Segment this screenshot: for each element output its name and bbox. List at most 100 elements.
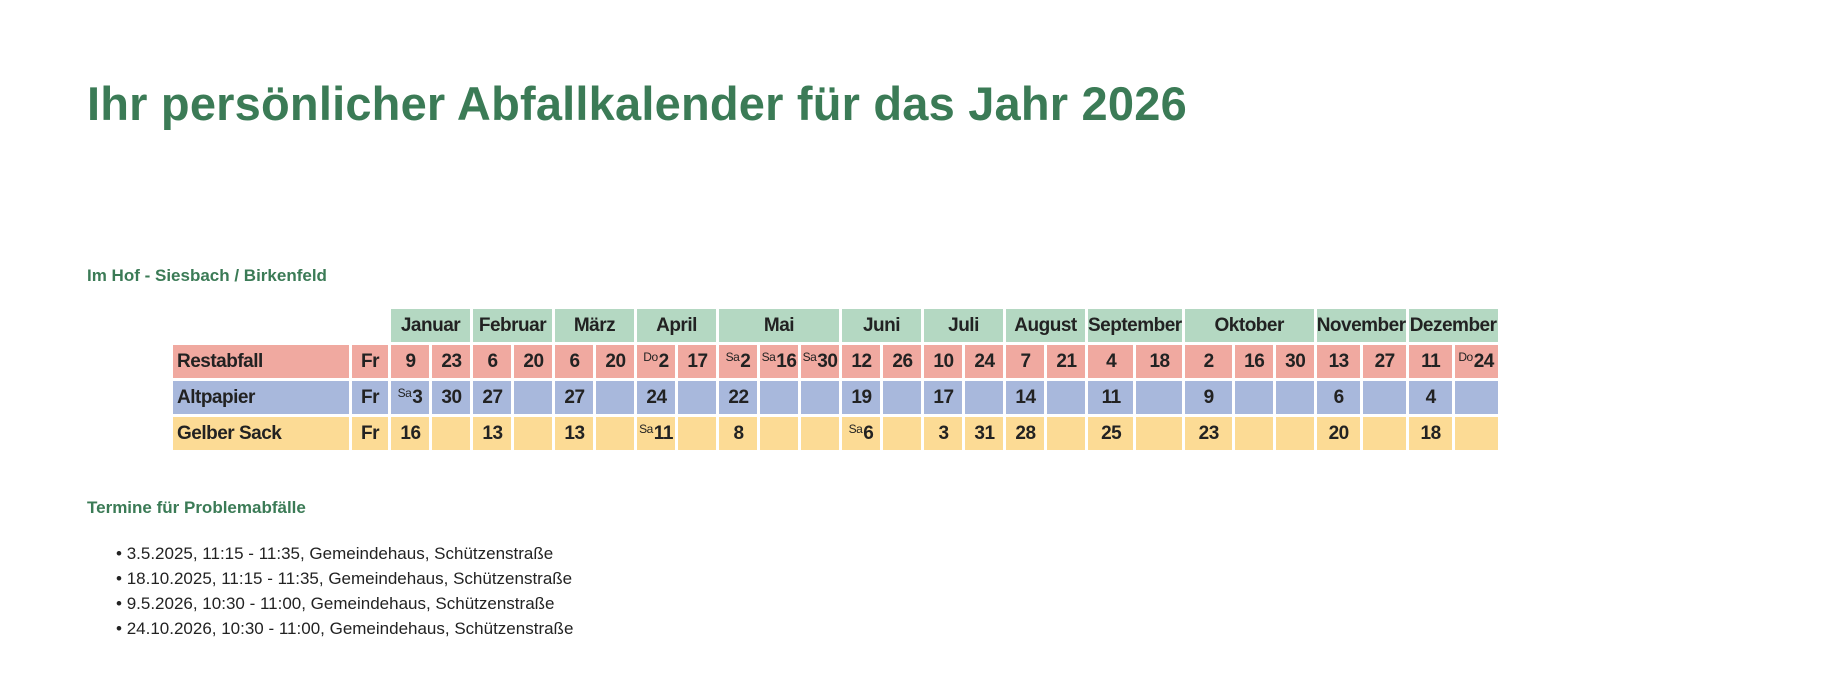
pickup-date-cell: 13 <box>1316 345 1360 378</box>
weekday-cell: Fr <box>352 345 388 378</box>
pickup-day: 24 <box>1473 351 1495 372</box>
pickup-date-cell <box>1275 381 1314 414</box>
month-header: März <box>555 309 634 342</box>
pickup-day: 19 <box>851 387 872 408</box>
pickup-date-cell: Sa6 <box>842 417 880 450</box>
pickup-day: 30 <box>441 387 462 408</box>
pickup-day: 27 <box>482 387 503 408</box>
waste-calendar-table: Januar Februar März April Mai Juni Juli August S… <box>170 306 1501 453</box>
pickup-day: 23 <box>441 351 462 372</box>
empty-cell <box>173 309 349 342</box>
waste-type-label: Restabfall <box>173 345 349 378</box>
pickup-date-cell <box>883 381 921 414</box>
pickup-date-cell <box>760 417 798 450</box>
month-header: August <box>1006 309 1085 342</box>
pickup-day: 13 <box>564 423 585 444</box>
pickup-date-cell <box>1136 381 1182 414</box>
pickup-date-cell: Do2 <box>637 345 675 378</box>
waste-type-label: Altpapier <box>173 381 349 414</box>
pickup-date-cell: 18 <box>1136 345 1182 378</box>
pickup-day: 6 <box>863 423 874 444</box>
pickup-day: 11 <box>1101 387 1122 408</box>
pickup-date-cell: 6 <box>473 345 511 378</box>
waste-type-label: Gelber Sack <box>173 417 349 450</box>
pickup-date-cell: 23 <box>432 345 470 378</box>
pickup-day: 24 <box>974 351 995 372</box>
pickup-day: 18 <box>1420 423 1442 444</box>
pickup-date-cell: 30 <box>432 381 470 414</box>
pickup-day: 16 <box>400 423 421 444</box>
pickup-day: 3 <box>938 423 949 444</box>
pickup-day: 30 <box>1285 351 1306 372</box>
weekday-note: Sa <box>639 422 653 436</box>
pickup-day: 4 <box>1425 387 1437 408</box>
pickup-day: 8 <box>733 423 744 444</box>
pickup-day: 27 <box>1374 351 1396 372</box>
pickup-day: 9 <box>1203 387 1215 408</box>
pickup-date-cell: 19 <box>842 381 880 414</box>
pickup-date-cell: 3 <box>924 417 962 450</box>
pickup-date-cell: 4 <box>1408 381 1452 414</box>
pickup-date-cell: 14 <box>1006 381 1044 414</box>
pickup-date-cell <box>678 381 716 414</box>
pickup-date-cell: Sa2 <box>719 345 757 378</box>
pickup-date-cell <box>514 381 552 414</box>
weekday-note: Sa <box>802 350 817 364</box>
problem-date-item: 3.5.2025, 11:15 - 11:35, Gemeindehaus, S… <box>116 541 573 566</box>
pickup-date-cell <box>514 417 552 450</box>
pickup-date-cell <box>1362 381 1406 414</box>
pickup-date-cell: 17 <box>678 345 716 378</box>
pickup-date-cell: 11 <box>1088 381 1134 414</box>
pickup-date-cell: 9 <box>1184 381 1232 414</box>
pickup-day: 28 <box>1015 423 1036 444</box>
pickup-date-cell: 24 <box>637 381 675 414</box>
pickup-date-cell: 17 <box>924 381 962 414</box>
pickup-date-cell <box>1234 417 1273 450</box>
month-header: Februar <box>473 309 552 342</box>
waste-type-row: Altpapier Fr Sa3 30 27 27 24 22 19 17 14 11 9 6 4 <box>173 381 1498 414</box>
month-header: Juli <box>924 309 1003 342</box>
pickup-date-cell: 27 <box>555 381 593 414</box>
pickup-day: 2 <box>740 351 751 372</box>
pickup-date-cell <box>1362 417 1406 450</box>
problem-date-item: 18.10.2025, 11:15 - 11:35, Gemeindehaus,… <box>116 566 573 591</box>
weekday-note: Sa <box>848 422 863 436</box>
pickup-date-cell: 24 <box>965 345 1003 378</box>
weekday-note: Sa <box>397 386 412 400</box>
pickup-date-cell: 25 <box>1088 417 1134 450</box>
month-header: September <box>1088 309 1182 342</box>
pickup-day: 20 <box>523 351 544 372</box>
pickup-day: 7 <box>1020 351 1031 372</box>
pickup-day: 31 <box>974 423 995 444</box>
pickup-date-cell <box>1136 417 1182 450</box>
pickup-date-cell: 23 <box>1184 417 1232 450</box>
pickup-day: 24 <box>646 387 667 408</box>
pickup-date-cell <box>1454 381 1498 414</box>
location-heading: Im Hof - Siesbach / Birkenfeld <box>87 266 327 285</box>
problem-waste-heading: Termine für Problemabfälle <box>87 498 306 517</box>
pickup-date-cell <box>432 417 470 450</box>
pickup-date-cell: 7 <box>1006 345 1044 378</box>
pickup-day: 22 <box>728 387 749 408</box>
pickup-day: 16 <box>776 351 797 372</box>
pickup-date-cell: 22 <box>719 381 757 414</box>
weekday-note: Sa <box>725 350 740 364</box>
pickup-date-cell: Sa16 <box>760 345 798 378</box>
pickup-day: 11 <box>653 423 674 444</box>
pickup-date-cell: Sa3 <box>391 381 429 414</box>
pickup-day: 25 <box>1101 423 1122 444</box>
pickup-date-cell: 21 <box>1047 345 1085 378</box>
pickup-date-cell: 13 <box>555 417 593 450</box>
pickup-date-cell: 27 <box>1362 345 1406 378</box>
page-title: Ihr persönlicher Abfallkalender für das … <box>87 77 1187 130</box>
pickup-day: 13 <box>1328 351 1350 372</box>
pickup-day: 20 <box>605 351 626 372</box>
pickup-day: 23 <box>1198 423 1220 444</box>
pickup-date-cell: 4 <box>1088 345 1134 378</box>
pickup-date-cell: 28 <box>1006 417 1044 450</box>
pickup-date-cell <box>678 417 716 450</box>
pickup-date-cell: 20 <box>1316 417 1360 450</box>
pickup-date-cell: 10 <box>924 345 962 378</box>
month-header-row: Januar Februar März April Mai Juni Juli August S… <box>173 309 1498 342</box>
pickup-date-cell: 16 <box>1234 345 1273 378</box>
